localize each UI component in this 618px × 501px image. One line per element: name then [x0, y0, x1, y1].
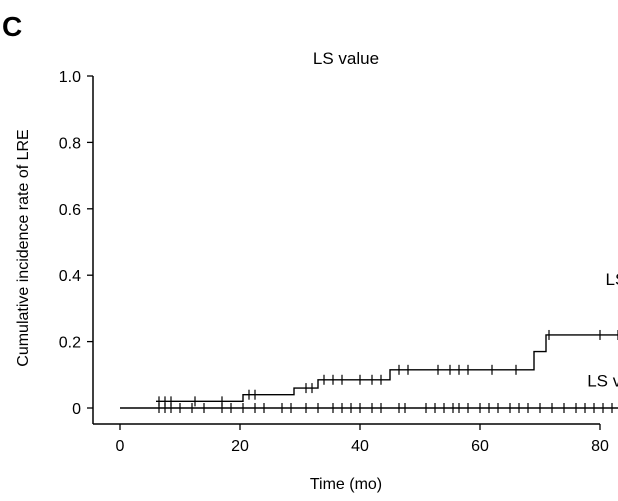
y-axis-label: Cumulative incidence rate of LRE [15, 129, 32, 366]
annotation-layer: LS value≥7 LS value<7 [587, 270, 618, 390]
panel-label: C [2, 11, 22, 42]
series-1-step-line [156, 334, 618, 403]
x-tick-label: 0 [116, 438, 125, 455]
series-annotation: LS value≥7 [606, 270, 618, 289]
y-tick-label: 0.8 [59, 135, 81, 152]
y-tick-label: 0.2 [59, 335, 81, 352]
series-annotation: LS value<7 [587, 371, 618, 390]
x-tick-label: 20 [231, 438, 249, 455]
x-tick-label: 60 [471, 438, 489, 455]
y-tick-label: 1.0 [59, 69, 81, 86]
y-tick-label: 0.6 [59, 202, 81, 219]
x-axis-label: Time (mo) [310, 476, 382, 493]
axis-ticks: 02040608010012000.20.40.60.81.0 [59, 69, 609, 455]
x-tick-label: 40 [351, 438, 369, 455]
y-tick-label: 0.4 [59, 268, 81, 285]
series-layer [120, 329, 618, 413]
y-tick-label: 0 [72, 401, 81, 418]
x-tick-label: 80 [591, 438, 609, 455]
chart-title: LS value [313, 49, 379, 68]
